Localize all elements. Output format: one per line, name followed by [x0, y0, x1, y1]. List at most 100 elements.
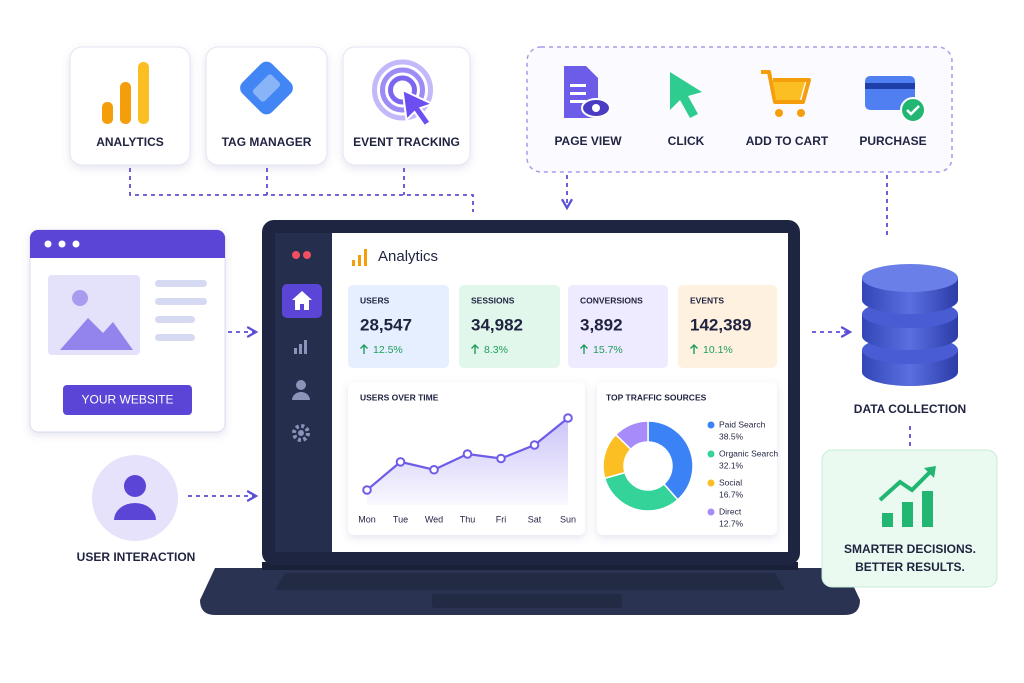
kpi-card	[348, 285, 449, 368]
icon	[252, 74, 281, 102]
icon	[570, 100, 586, 103]
icon	[292, 392, 310, 400]
icon	[292, 424, 310, 442]
kpi-change: 8.3%	[484, 344, 508, 356]
point	[496, 453, 506, 464]
kpi-card	[568, 285, 668, 368]
donut-slice	[647, 420, 694, 501]
dot	[44, 240, 52, 248]
icon	[114, 503, 156, 520]
user: USER INTERACTION	[77, 455, 195, 564]
legend-value: 32.1%	[719, 460, 744, 470]
up-arrow	[471, 344, 479, 354]
browser-bar	[30, 230, 225, 258]
point	[462, 449, 473, 459]
text-line	[155, 298, 207, 305]
line-chart: Mon Tue Wed Thu Fri Sat Sun	[358, 413, 576, 524]
kpi-change: 10.1%	[703, 344, 733, 356]
legend-value: 38.5%	[719, 431, 744, 441]
icon	[773, 82, 805, 100]
icon	[570, 84, 586, 87]
keyboard	[275, 573, 785, 590]
icon	[878, 468, 934, 502]
day-label: Sun	[560, 514, 576, 524]
icon	[388, 75, 417, 105]
kpi-value: 142,389	[690, 315, 751, 334]
legend-name: Paid Search	[719, 419, 766, 429]
legend-value: 12.7%	[719, 518, 744, 528]
donut-slice	[603, 471, 679, 512]
icon	[372, 59, 433, 121]
icon	[380, 67, 425, 113]
icon	[124, 475, 146, 497]
legend-name: Social	[719, 477, 742, 487]
dot	[303, 251, 311, 259]
cylinder	[862, 264, 958, 292]
up-arrow	[580, 344, 588, 354]
day-label: Tue	[393, 514, 408, 524]
legend-swatch	[707, 508, 715, 516]
kpi-change: 15.7%	[593, 344, 623, 356]
events: PAGE VIEW CLICK ADD TO CART PURCHASE	[554, 66, 927, 148]
day-label: Sat	[528, 514, 542, 524]
icon	[60, 318, 133, 350]
day-label: Fri	[496, 514, 507, 524]
dashboard-title: Analytics	[378, 248, 438, 265]
outcome: SMARTER DECISIONS. BETTER RESULTS.	[821, 449, 998, 588]
day-label: Mon	[358, 514, 376, 524]
tool-label: EVENT TRACKING	[353, 135, 460, 149]
button-label: YOUR WEBSITE	[81, 393, 173, 407]
donut-slice	[614, 420, 649, 451]
kpi-value: 34,982	[471, 315, 523, 334]
text-line	[155, 280, 207, 287]
laptop: Analytics USERS 28,547 12.5% SESSIONS 34,982…	[200, 220, 860, 615]
connectors	[129, 168, 911, 503]
user-circle	[92, 455, 178, 541]
events-box	[526, 46, 953, 173]
point	[529, 440, 540, 450]
kpi-label: EVENTS	[690, 295, 724, 305]
text-line	[155, 334, 195, 341]
website-card: YOUR WEBSITE	[29, 229, 226, 433]
icon	[298, 430, 304, 436]
tool-label: TAG MANAGER	[222, 135, 312, 149]
outcome-line: SMARTER DECISIONS.	[844, 542, 976, 556]
dot	[292, 251, 300, 259]
icon	[924, 466, 936, 478]
icon	[138, 62, 149, 124]
dot	[58, 240, 66, 248]
legend-value: 16.7%	[719, 489, 744, 499]
day-label: Wed	[425, 514, 443, 524]
area	[367, 418, 568, 505]
icon	[882, 513, 893, 527]
kpi-label: USERS	[360, 295, 390, 305]
point	[429, 464, 439, 475]
kpi-value: 3,892	[580, 315, 623, 334]
icon	[592, 104, 600, 112]
legend-name: Direct	[719, 506, 742, 516]
database: DATA COLLECTION	[854, 264, 966, 416]
panel-title: USERS OVER TIME	[360, 392, 439, 402]
legend-name: Organic Search	[719, 448, 778, 458]
kpi-change: 12.5%	[373, 344, 403, 356]
icon	[900, 97, 926, 123]
icon	[797, 109, 805, 117]
icon	[670, 72, 702, 118]
kpi-card	[678, 285, 777, 368]
tool-label: ANALYTICS	[96, 135, 164, 149]
kpi-value: 28,547	[360, 315, 412, 334]
icon	[865, 83, 915, 89]
button	[63, 385, 192, 415]
icon	[296, 380, 306, 390]
kpis: USERS 28,547 12.5% SESSIONS 34,982 8.3% CONVER…	[348, 285, 777, 368]
event-label: CLICK	[668, 134, 705, 148]
event-label: PAGE VIEW	[554, 134, 622, 148]
point	[362, 485, 372, 495]
up-arrow	[690, 344, 698, 354]
kpi-label: CONVERSIONS	[580, 295, 643, 305]
icon	[570, 92, 586, 95]
event-label: ADD TO CART	[746, 134, 829, 148]
database-label: DATA COLLECTION	[854, 402, 966, 416]
dot	[72, 240, 80, 248]
